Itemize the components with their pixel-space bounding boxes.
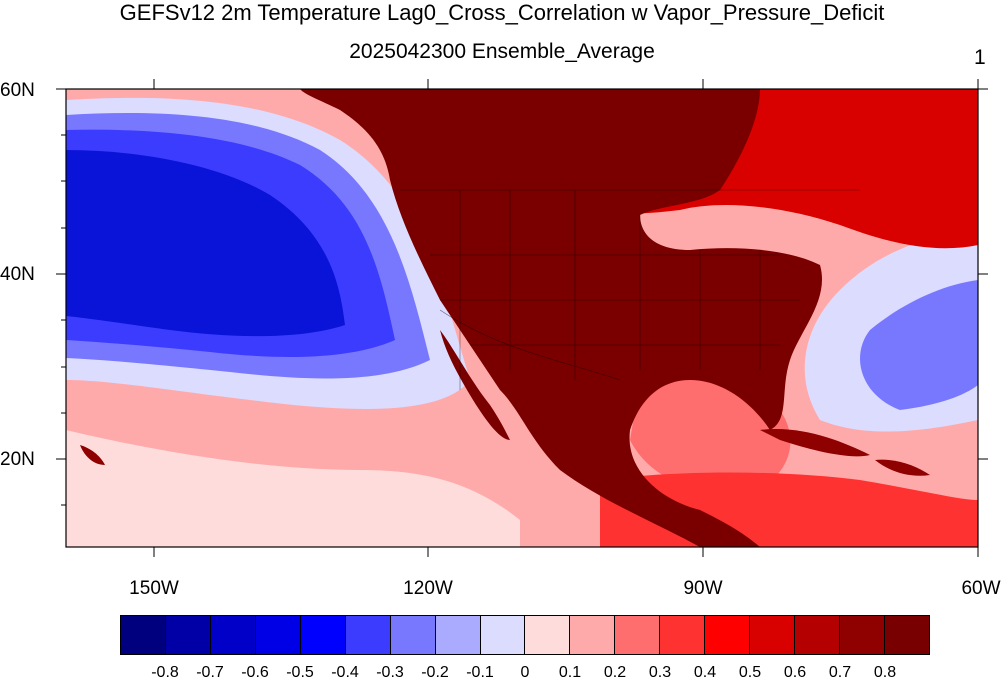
colorbar-swatch (705, 616, 751, 654)
colorbar-swatch (795, 616, 840, 654)
colorbar-swatch (660, 616, 706, 654)
colorbar-tick-label: 0.4 (693, 664, 717, 681)
colorbar-swatch (210, 616, 256, 654)
baja-peninsula (440, 330, 510, 440)
colorbar-swatch (525, 616, 571, 654)
colorbar-swatch (840, 616, 885, 654)
colorbar-tick-label: 0 (520, 664, 530, 681)
lat-label-40n: 40N (0, 264, 35, 285)
hawaii-islands (80, 445, 105, 465)
north-america-land (300, 89, 823, 547)
colorbar-tick-label: -0.7 (196, 664, 224, 681)
pacific-deep-blue-zone (66, 150, 345, 337)
colorbar-swatch (121, 616, 166, 654)
axis-ticks (56, 79, 988, 557)
colorbar-swatch (390, 616, 436, 654)
colorbar-swatch (750, 616, 796, 654)
colorbar (120, 615, 930, 655)
hispaniola-island (875, 459, 930, 476)
colorbar-tick-label: -0.4 (331, 664, 359, 681)
colorbar-swatch (300, 616, 346, 654)
panel-label: 1 (974, 46, 986, 69)
map-frame (65, 88, 979, 548)
colorbar-tick-label: -0.5 (286, 664, 314, 681)
colorbar-swatch (435, 616, 481, 654)
colorbar-tick-label: 0.1 (558, 664, 582, 681)
colorbar-tick-label: 0.7 (828, 664, 852, 681)
lon-label-60w: 60W (961, 578, 1001, 599)
colorbar-swatch (165, 616, 211, 654)
lon-label-90w: 90W (683, 578, 723, 599)
colorbar-swatch (480, 616, 526, 654)
plot-title: GEFSv12 2m Temperature Lag0_Cross_Correl… (119, 0, 885, 25)
lon-label-150w: 150W (129, 578, 179, 599)
colorbar-tick-label: -0.2 (421, 664, 449, 681)
pacific-south-light-zone (66, 430, 520, 547)
colorbar-tick-label: -0.6 (241, 664, 269, 681)
lon-label-120w: 120W (403, 578, 453, 599)
colorbar-swatch (570, 616, 616, 654)
colorbar-tick-label: -0.1 (466, 664, 494, 681)
atlantic-blue-zone (860, 280, 978, 410)
colorbar-tick-label: -0.8 (151, 664, 179, 681)
colorbar-tick-label: 0.2 (603, 664, 627, 681)
lat-label-20n: 20N (0, 449, 35, 470)
cuba-island (760, 429, 870, 457)
colorbar-tick-label: -0.3 (376, 664, 404, 681)
map-field (66, 89, 978, 547)
colorbar-tick-label: 0.8 (873, 664, 897, 681)
colorbar-tick-label: 0.5 (738, 664, 762, 681)
colorbar-tick-label: 0.3 (648, 664, 672, 681)
lat-label-60n: 60N (0, 80, 35, 101)
colorbar-swatch (884, 616, 929, 654)
political-borders (400, 189, 860, 390)
plot-subtitle: 2025042300 Ensemble_Average (349, 40, 655, 63)
colorbar-swatch (615, 616, 661, 654)
colorbar-tick-label: 0.6 (783, 664, 807, 681)
colorbar-swatch (345, 616, 391, 654)
colorbar-swatch (255, 616, 301, 654)
